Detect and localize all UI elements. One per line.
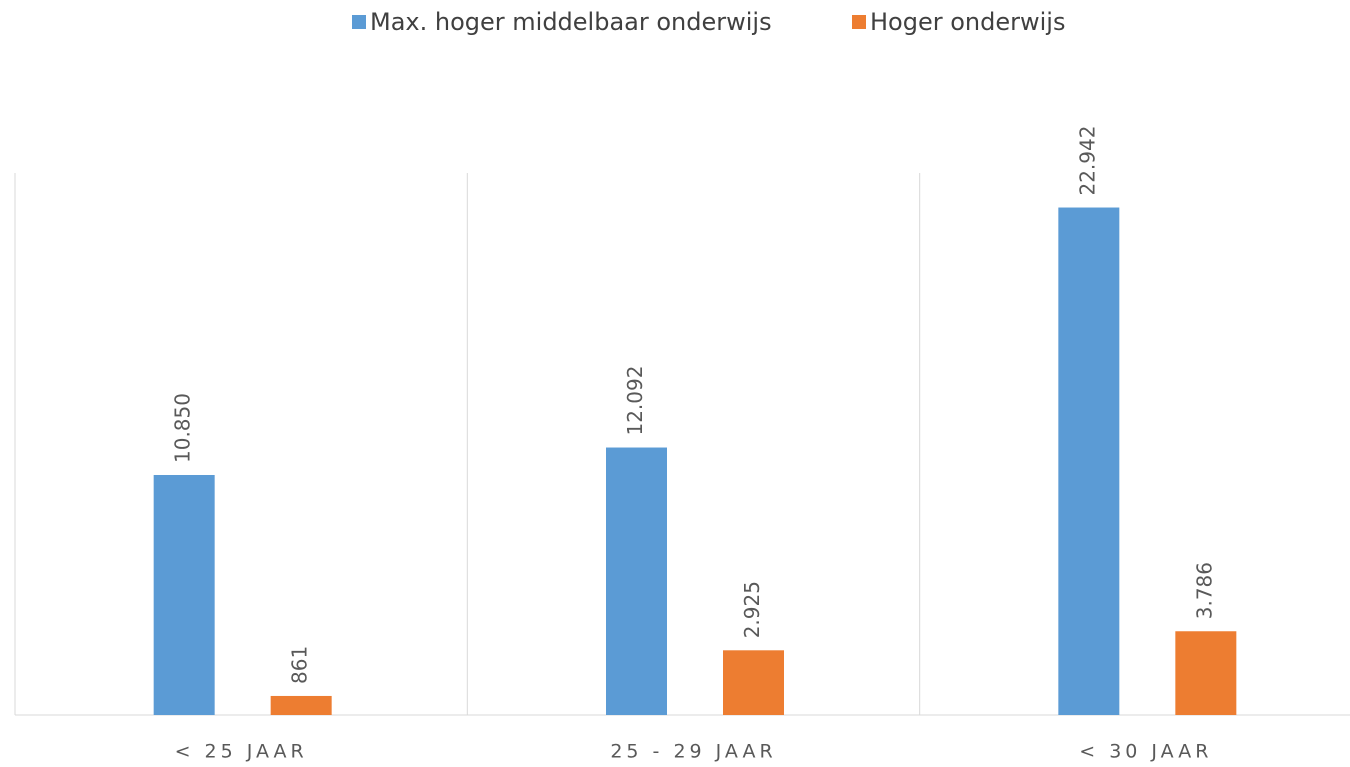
bar <box>1175 631 1237 715</box>
x-tick-label: < 25 JAAR <box>175 741 308 763</box>
legend: Max. hoger middelbaar onderwijs Hoger ond… <box>352 8 1065 36</box>
bar <box>723 650 784 715</box>
data-label: 12.092 <box>623 366 647 436</box>
x-tick-label: < 30 JAAR <box>1079 741 1212 763</box>
data-label: 10.850 <box>171 393 195 463</box>
plot-area: < 25 JAAR 10.850 861 25 - 29 JAAR 12.092 2.92… <box>14 126 1350 763</box>
legend-label: Hoger onderwijs <box>870 8 1065 36</box>
legend-swatch <box>852 15 866 29</box>
bar <box>153 474 215 715</box>
data-label: 861 <box>288 646 312 684</box>
data-label: 22.942 <box>1075 126 1099 196</box>
legend-label: Max. hoger middelbaar onderwijs <box>370 8 772 36</box>
bar <box>1058 207 1120 716</box>
x-tick-label: 25 - 29 JAAR <box>610 741 776 763</box>
bar <box>270 695 332 715</box>
legend-swatch <box>352 15 366 29</box>
bar <box>606 447 667 715</box>
data-label: 3.786 <box>1192 562 1216 619</box>
data-label: 2.925 <box>740 581 764 638</box>
